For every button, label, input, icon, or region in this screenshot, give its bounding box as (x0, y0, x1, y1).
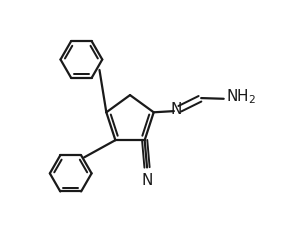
Text: N: N (141, 173, 153, 188)
Text: NH$_2$: NH$_2$ (226, 88, 256, 106)
Text: N: N (170, 102, 182, 117)
